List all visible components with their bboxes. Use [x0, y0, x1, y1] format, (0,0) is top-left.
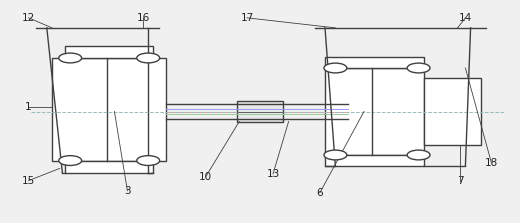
Bar — [237, 101, 283, 122]
Text: 15: 15 — [22, 176, 35, 186]
Text: 16: 16 — [136, 13, 150, 23]
Text: 12: 12 — [22, 13, 35, 23]
Bar — [65, 161, 153, 173]
Text: 1: 1 — [25, 102, 32, 112]
Text: 14: 14 — [459, 13, 472, 23]
Text: 6: 6 — [317, 188, 323, 198]
Text: 7: 7 — [457, 176, 463, 186]
Bar — [325, 68, 424, 155]
Bar — [325, 155, 424, 166]
Circle shape — [407, 150, 430, 160]
Circle shape — [59, 53, 82, 63]
Text: 18: 18 — [485, 158, 498, 168]
Circle shape — [324, 63, 347, 73]
Circle shape — [137, 53, 160, 63]
Text: 10: 10 — [199, 172, 212, 182]
Circle shape — [59, 156, 82, 165]
Bar — [424, 78, 481, 145]
Circle shape — [137, 156, 160, 165]
Text: 13: 13 — [266, 169, 280, 179]
Circle shape — [324, 150, 347, 160]
Bar — [52, 58, 166, 161]
Bar — [65, 46, 153, 58]
Bar — [325, 57, 424, 68]
Circle shape — [407, 63, 430, 73]
Text: 3: 3 — [124, 186, 131, 196]
Text: 17: 17 — [240, 13, 254, 23]
